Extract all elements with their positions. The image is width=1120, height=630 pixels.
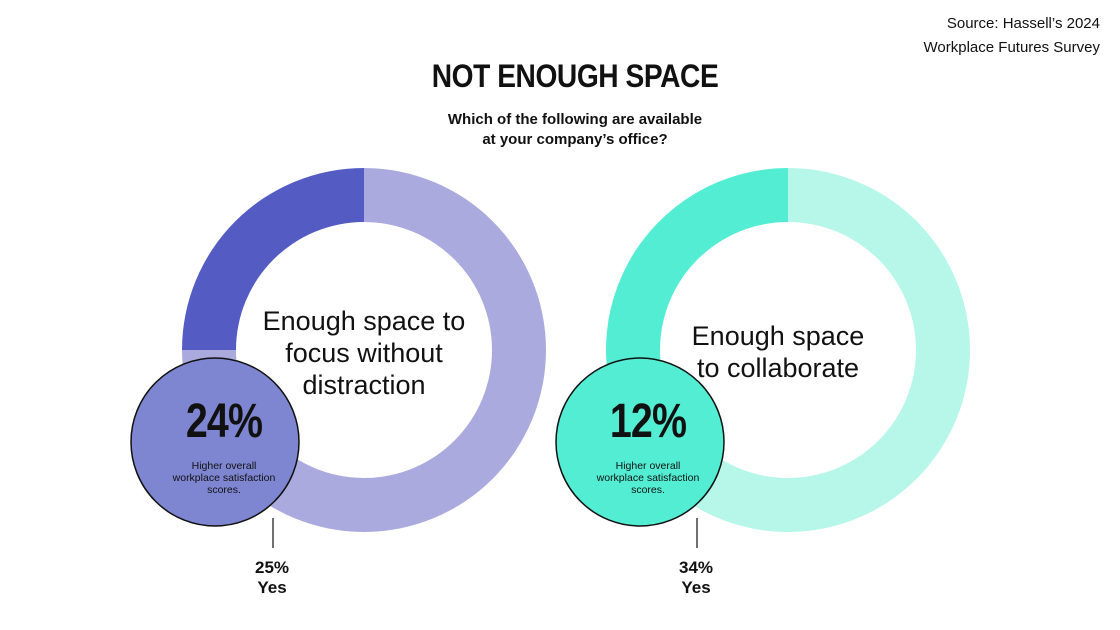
chart-title: NOT ENOUGH SPACE xyxy=(431,58,719,94)
donut-label-line: to collaborate xyxy=(696,353,860,383)
source-note: Source: Hassell’s 2024 Workplace Futures… xyxy=(924,12,1100,60)
donut-label-line: Enough space to xyxy=(262,306,466,336)
source-line-1: Source: Hassell’s 2024 xyxy=(946,15,1100,32)
chart-subtitle: Which of the following are available at … xyxy=(0,110,1120,150)
highlight-stat-collaborate: 12% xyxy=(609,395,687,448)
source-line-2: Workplace Futures Survey xyxy=(923,39,1100,56)
highlight-bubble-focus xyxy=(130,357,300,527)
donut-label-line: Enough space xyxy=(691,321,865,351)
note-line: workplace satisfaction xyxy=(172,472,276,484)
highlight-note-collaborate: Higher overall workplace satisfaction sc… xyxy=(578,460,718,496)
donut-label-line: distraction xyxy=(302,370,426,400)
yes-text: Yes xyxy=(681,578,711,597)
donut-slice-yes-focus xyxy=(182,168,364,350)
highlight-note-focus: Higher overall workplace satisfaction sc… xyxy=(154,460,294,496)
donut-slice-no-collaborate xyxy=(634,168,971,532)
yes-percent: 34% xyxy=(678,558,714,577)
highlight-stat-focus: 24% xyxy=(185,395,263,448)
yes-percent: 25% xyxy=(254,558,290,577)
highlight-bubble-collaborate xyxy=(555,357,725,527)
yes-text: Yes xyxy=(257,578,287,597)
subtitle-line-1: Which of the following are available xyxy=(447,111,703,128)
note-line: scores. xyxy=(207,484,241,496)
yes-label-focus: 25% Yes xyxy=(232,558,312,598)
subtitle-line-2: at your company’s office? xyxy=(482,131,668,148)
note-line: workplace satisfaction xyxy=(596,472,700,484)
note-line: Higher overall xyxy=(615,460,681,472)
note-line: Higher overall xyxy=(191,460,257,472)
yes-label-collaborate: 34% Yes xyxy=(656,558,736,598)
donut-label-focus: Enough space to focus without distractio… xyxy=(234,305,494,401)
donut-label-collaborate: Enough space to collaborate xyxy=(658,320,898,384)
note-line: scores. xyxy=(631,484,665,496)
donut-label-line: focus without xyxy=(285,338,443,368)
